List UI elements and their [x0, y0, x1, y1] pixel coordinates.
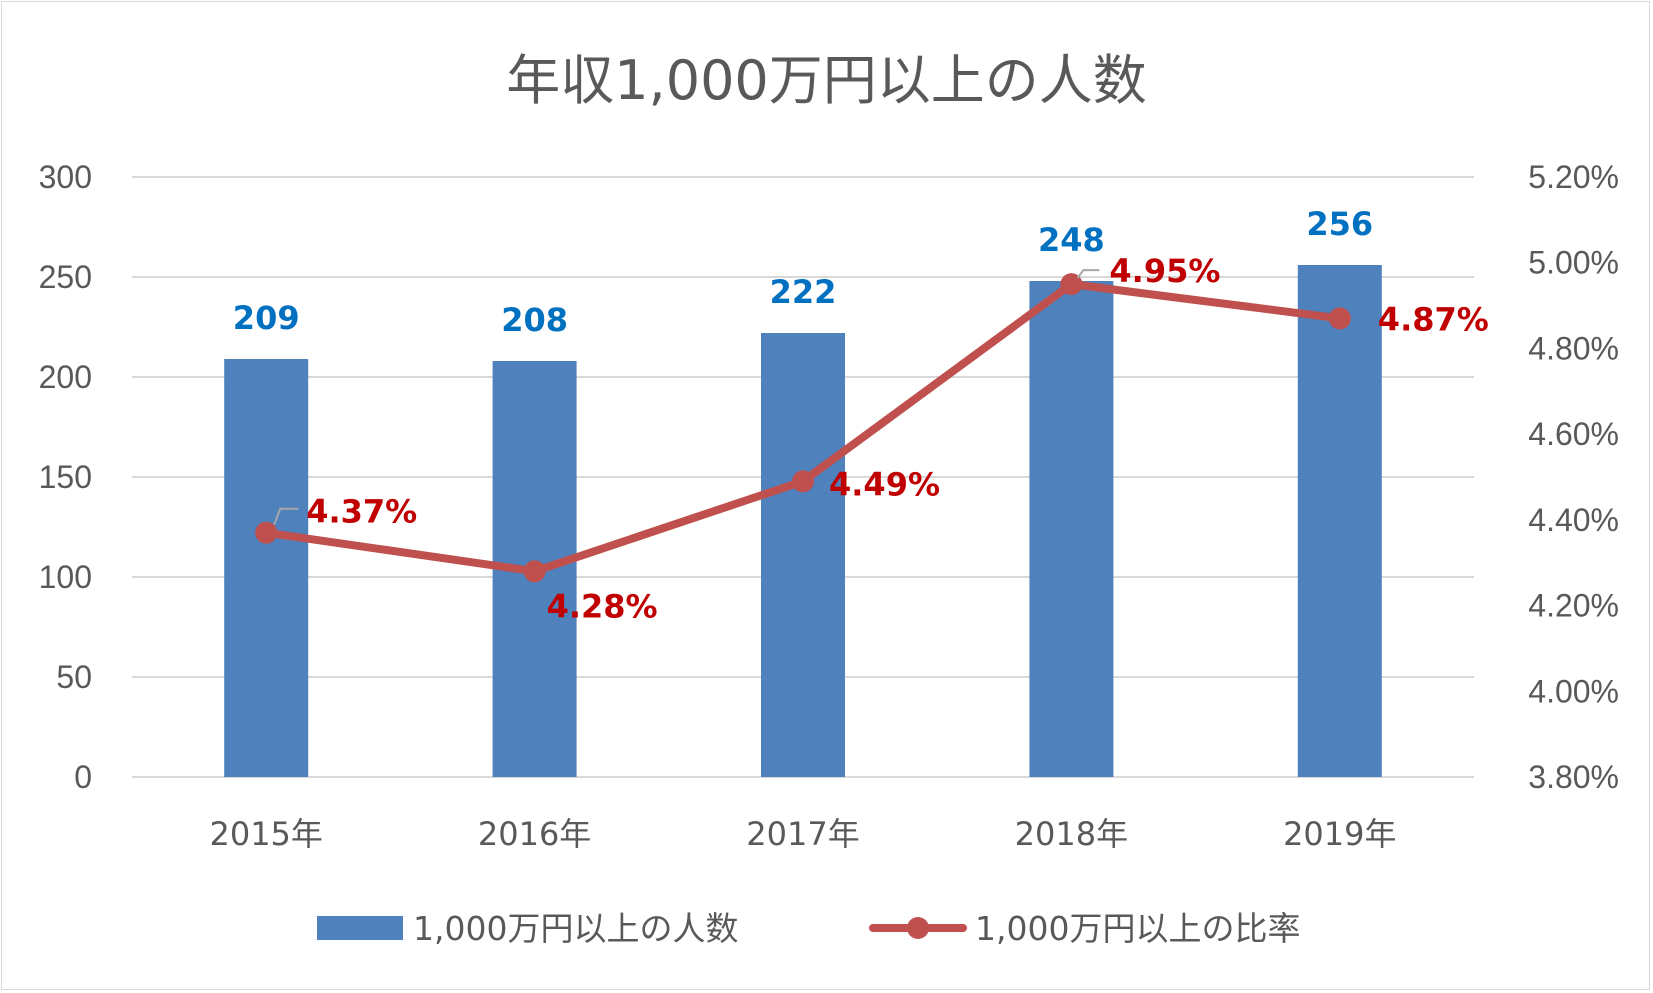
- line-data-label: 4.49%: [829, 465, 940, 503]
- legend-label-bar: 1,000万円以上の人数: [413, 909, 738, 948]
- y-right-tick-label: 4.20%: [1528, 588, 1619, 624]
- y-right-tick-label: 3.80%: [1528, 759, 1619, 795]
- bar-data-label: 209: [233, 299, 300, 337]
- bar: [761, 333, 845, 777]
- y-left-tick-label: 300: [39, 159, 92, 195]
- bar-data-label: 222: [770, 273, 837, 311]
- legend-swatch-bar: [317, 916, 403, 940]
- y-left-tick-label: 150: [39, 459, 92, 495]
- y-left-tick-label: 100: [39, 559, 92, 595]
- ratio-marker: [792, 470, 814, 493]
- bar: [224, 359, 309, 777]
- x-tick-label: 2017年: [746, 815, 859, 853]
- bar: [1029, 281, 1114, 777]
- ratio-marker: [523, 560, 546, 583]
- ratio-marker: [255, 521, 278, 544]
- line-data-label: 4.28%: [547, 587, 658, 625]
- y-right-tick-label: 4.00%: [1528, 673, 1619, 709]
- x-tick-label: 2018年: [1015, 815, 1128, 853]
- y-left-tick-label: 200: [39, 359, 92, 395]
- x-tick-label: 2019年: [1283, 815, 1396, 853]
- y-left-tick-label: 50: [56, 659, 92, 695]
- y-right-tick-label: 4.80%: [1528, 330, 1619, 366]
- y-right-tick-label: 4.40%: [1528, 502, 1619, 538]
- bar: [1297, 265, 1382, 777]
- y-right-tick-label: 5.20%: [1528, 159, 1619, 195]
- ratio-marker: [1060, 273, 1083, 296]
- leader-line: [273, 507, 299, 526]
- line-data-label: 4.37%: [306, 493, 417, 531]
- x-tick-label: 2015年: [209, 815, 322, 853]
- y-left-tick-label: 0: [74, 759, 92, 795]
- line-data-label: 4.87%: [1378, 300, 1489, 338]
- ratio-marker: [1328, 307, 1351, 330]
- y-right-tick-label: 5.00%: [1528, 245, 1619, 281]
- legend-swatch-marker: [907, 917, 929, 939]
- line-data-label: 4.95%: [1109, 252, 1220, 290]
- legend-label-line: 1,000万円以上の比率: [975, 909, 1300, 948]
- y-left-tick-label: 250: [39, 259, 92, 295]
- bar-data-label: 208: [501, 301, 568, 339]
- leader-line: [1076, 269, 1100, 279]
- chart-title: 年収1,000万円以上の人数: [506, 49, 1147, 112]
- x-tick-label: 2016年: [478, 815, 591, 853]
- bar-data-label: 256: [1306, 205, 1373, 243]
- bar-data-label: 248: [1038, 221, 1105, 259]
- y-right-tick-label: 4.60%: [1528, 416, 1619, 452]
